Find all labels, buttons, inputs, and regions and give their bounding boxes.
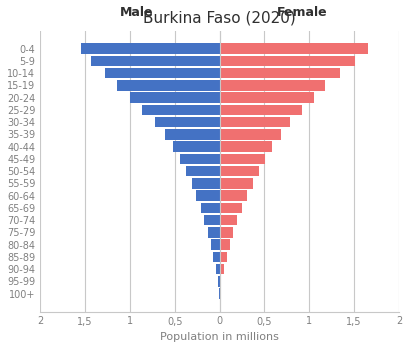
Bar — [117, 80, 220, 91]
Bar — [165, 129, 220, 140]
X-axis label: Population in millions: Population in millions — [160, 332, 279, 342]
Bar — [105, 68, 220, 79]
Bar — [220, 191, 247, 201]
Bar — [211, 239, 220, 250]
Bar — [220, 92, 314, 103]
Bar — [220, 178, 253, 188]
Bar — [220, 56, 355, 66]
Bar — [216, 264, 220, 274]
Title: Burkina Faso (2020): Burkina Faso (2020) — [143, 10, 296, 25]
Bar — [196, 191, 220, 201]
Bar — [91, 56, 220, 66]
Bar — [155, 117, 220, 127]
Bar — [220, 105, 302, 115]
Bar — [187, 166, 220, 176]
Bar — [201, 203, 220, 213]
Bar — [220, 215, 238, 225]
Bar — [81, 44, 220, 54]
Bar — [220, 68, 340, 79]
Bar — [220, 166, 259, 176]
Bar — [130, 92, 220, 103]
Text: Male: Male — [120, 6, 154, 20]
Bar — [180, 154, 220, 164]
Bar — [220, 154, 265, 164]
Bar — [220, 264, 224, 274]
Bar — [220, 129, 281, 140]
Bar — [220, 203, 242, 213]
Bar — [220, 239, 230, 250]
Text: Female: Female — [277, 6, 327, 20]
Bar — [192, 178, 220, 188]
Bar — [220, 227, 233, 238]
Bar — [204, 215, 220, 225]
Bar — [173, 141, 220, 152]
Bar — [220, 44, 368, 54]
Bar — [208, 227, 220, 238]
Bar — [219, 289, 220, 299]
Bar — [220, 117, 290, 127]
Bar — [142, 105, 220, 115]
Bar — [220, 141, 272, 152]
Bar — [220, 276, 221, 287]
Bar — [220, 80, 326, 91]
Bar — [218, 276, 220, 287]
Bar — [220, 252, 227, 262]
Bar — [213, 252, 220, 262]
